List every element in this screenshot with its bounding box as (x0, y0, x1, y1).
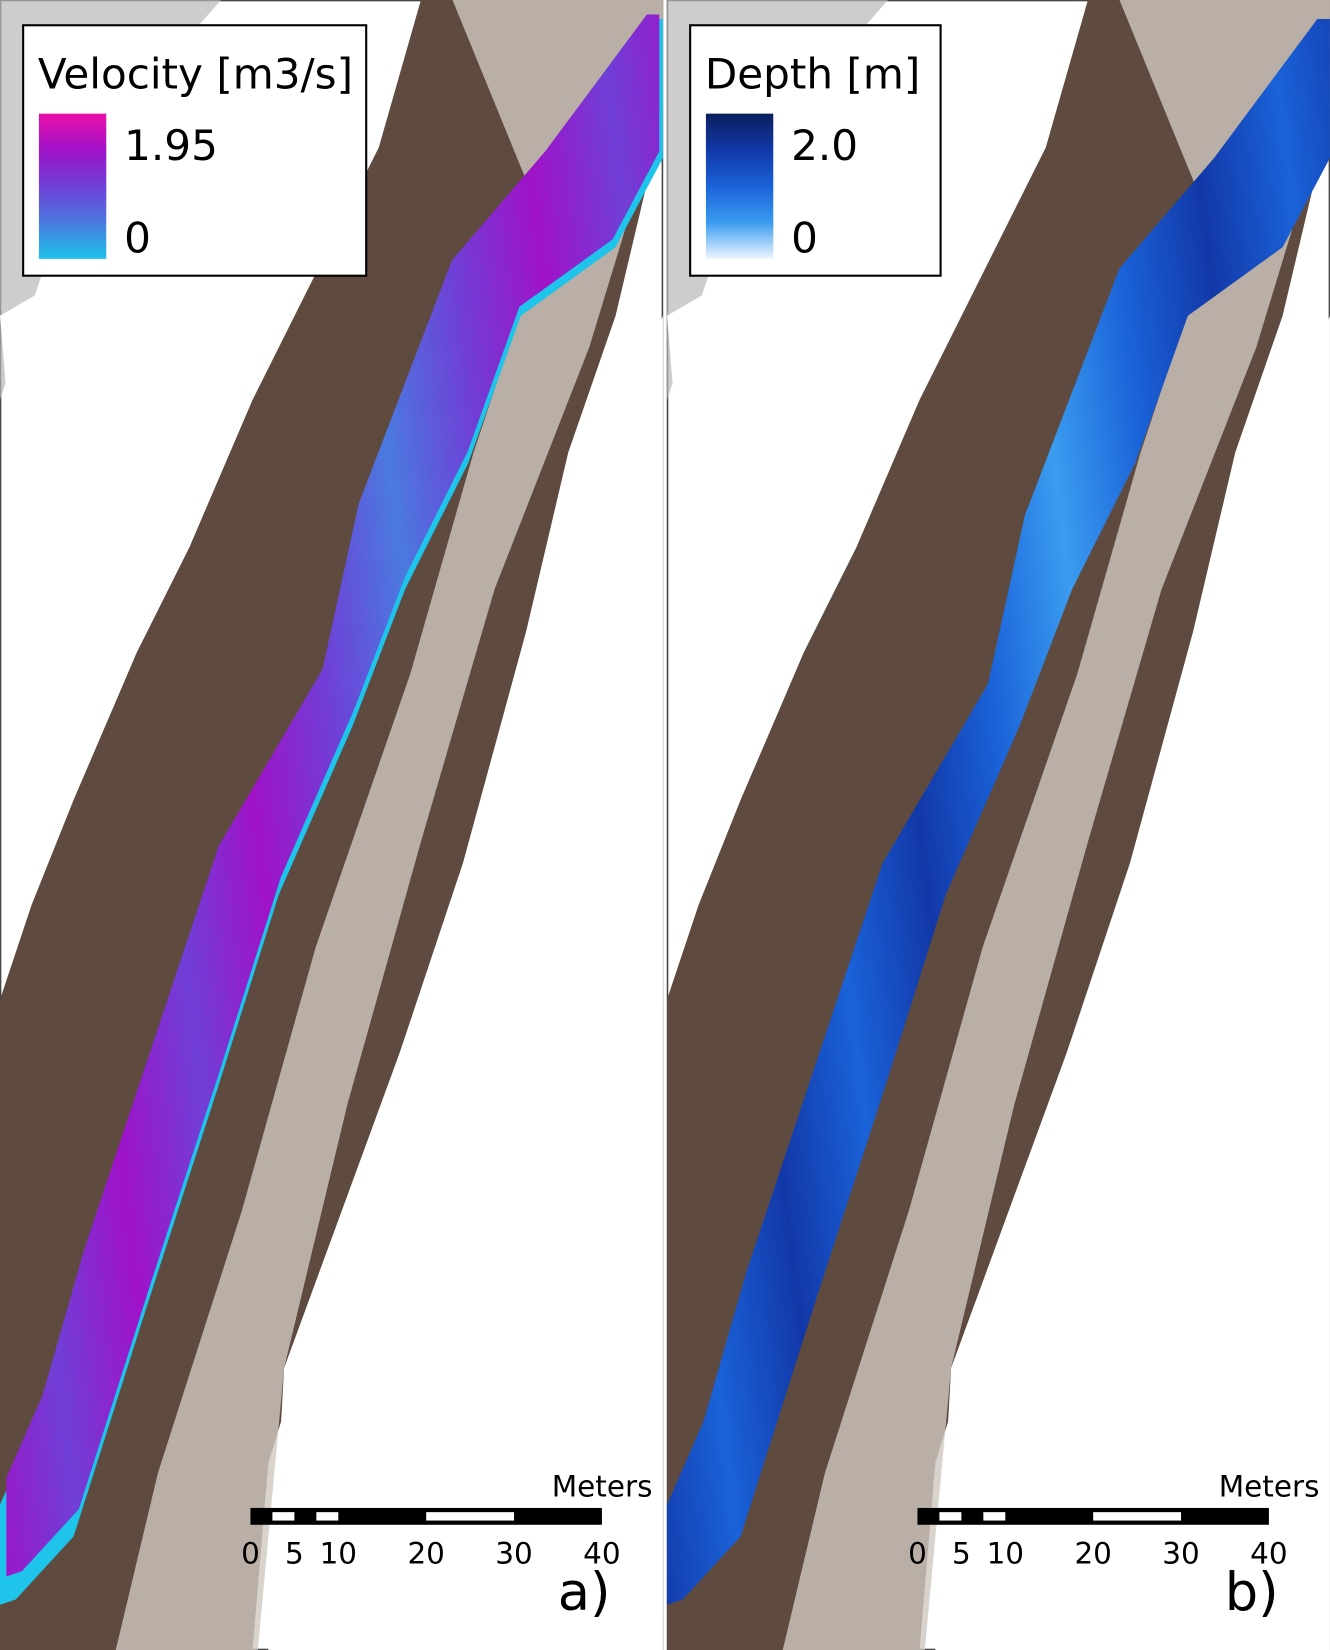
figure: Velocity [m3/s]1.950Meters0510203040a)De… (0, 0, 1330, 1650)
page: {"panels": [ {"legend": {"title": "Veloc… (0, 0, 1330, 1650)
scale-bar-segment (272, 1512, 294, 1520)
panel-label: b) (1225, 1562, 1279, 1623)
panel-label: a) (558, 1562, 611, 1623)
scale-unit: Meters (1219, 1469, 1320, 1503)
scale-tick-label: 5 (285, 1537, 304, 1571)
scale-tick-label: 10 (320, 1537, 357, 1571)
scale-tick-label: 5 (952, 1537, 971, 1571)
scale-unit: Meters (552, 1469, 653, 1503)
scale-bar-segment (1093, 1512, 1181, 1520)
scale-tick-label: 30 (495, 1537, 532, 1571)
scale-tick-label: 30 (1162, 1537, 1199, 1571)
legend-min: 0 (124, 214, 151, 263)
scale-tick-label: 20 (1074, 1537, 1111, 1571)
legend-max: 1.95 (124, 121, 218, 170)
scale-bar-segment (939, 1512, 961, 1520)
color-ramp (706, 114, 773, 259)
scale-tick-label: 20 (407, 1537, 444, 1571)
scale-bar-outline (917, 1508, 1268, 1525)
scale-bar-segment (316, 1512, 338, 1520)
scale-bar-segment (426, 1512, 514, 1520)
legend-title: Depth [m] (705, 49, 920, 98)
color-ramp (39, 114, 106, 259)
scale-bar-segment (983, 1512, 1005, 1520)
scale-tick-label: 0 (241, 1537, 260, 1571)
scale-tick-label: 10 (987, 1537, 1024, 1571)
legend-max: 2.0 (791, 121, 858, 170)
scale-tick-label: 0 (908, 1537, 927, 1571)
legend-title: Velocity [m3/s] (38, 49, 353, 98)
legend-min: 0 (791, 214, 818, 263)
